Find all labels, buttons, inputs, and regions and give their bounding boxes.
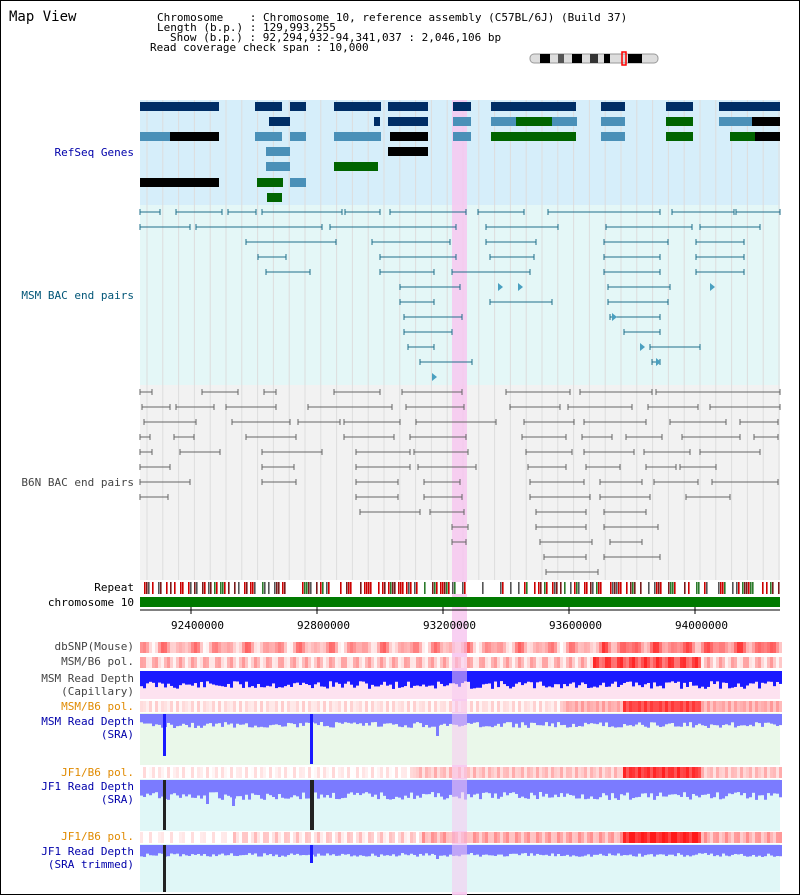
show-label: Show (b.p.) [170,31,243,44]
track-label-b6n-bac: B6N BAC end pairs [21,476,134,489]
track-label-dbsnp: dbSNP(Mouse) [54,640,134,653]
track-label-chromosome: chromosome 10 [47,596,134,609]
axis-tick-label: 92400000 [171,619,224,632]
track-label-msm-depth-sra-2: (SRA) [100,728,134,741]
vertical-grid [146,100,780,580]
coverage-label: Read coverage check span [150,41,309,54]
highlight-overlay [452,640,467,895]
msm-depth-capillary[interactable] [140,671,782,689]
refseq-genes[interactable] [140,102,780,202]
repeat-track[interactable] [140,582,780,594]
jf1-b6-pol2-heatmap[interactable] [140,832,782,843]
msm-depth-sra[interactable] [140,714,782,764]
axis-tick-label: 92800000 [297,619,350,632]
length-value: 129,993,255 [262,21,336,34]
chromosome-bar[interactable] [140,597,780,607]
track-label-jf1-b6-pol: JF1/B6 pol. [61,766,134,779]
track-label-msm-depth-sra-1: MSM Read Depth [41,715,134,728]
axis-tick-label: 93200000 [423,619,476,632]
length-row: Length (b.p.) : 129,993,255 [157,21,336,34]
page-title: Map View [9,9,77,25]
track-label-jf1-depth-trim-1: JF1 Read Depth [41,845,134,858]
jf1-depth-sra[interactable] [140,780,782,830]
chromosome-ideogram[interactable] [529,51,659,66]
track-label-jf1-depth-sra-2: (SRA) [100,793,134,806]
track-label-jf1-depth-trim-2: (SRA trimmed) [47,858,134,871]
track-label-jf1-depth-sra-1: JF1 Read Depth [41,780,134,793]
chromosome-row: Chromosome : Chromosome 10, reference as… [157,11,628,24]
chromosome-label: Chromosome [157,11,224,24]
b6n-bac-end-pairs[interactable] [139,389,781,575]
msm-bac-end-pairs[interactable] [139,209,781,381]
jf1-b6-pol-heatmap[interactable] [140,767,782,778]
length-label: Length (b.p.) [157,21,244,34]
coverage-value: 10,000 [328,41,369,54]
track-label-msm-depth-cap-1: MSM Read Depth [41,672,134,685]
track-label-msm-depth-cap-2: (Capillary) [61,685,134,698]
track-label-repeat: Repeat [94,581,134,594]
axis-tick-label: 93600000 [549,619,602,632]
axis-tick-label: 94000000 [675,619,728,632]
position-axis [140,607,780,614]
dbsnp-heatmap[interactable] [140,642,782,653]
track-label-jf1-b6-pol2: JF1/B6 pol. [61,830,134,843]
track-label-msm-bac: MSM BAC end pairs [21,289,134,302]
show-value: 92,294,932-94,341,037 : 2,046,106 bp [262,31,502,44]
track-label-msm-b6-pol: MSM/B6 pol. [61,655,134,668]
coverage-row: Read coverage check span : 10,000 [150,41,369,54]
show-row: Show (b.p.) : 92,294,932-94,341,037 : 2,… [170,31,502,44]
track-label-msm-b6-pol2: MSM/B6 pol. [61,700,134,713]
jf1-depth-trim[interactable] [140,845,782,892]
chromosome-value: Chromosome 10, reference assembly (C57BL… [262,11,628,24]
track-label-refseq: RefSeq Genes [54,146,134,159]
